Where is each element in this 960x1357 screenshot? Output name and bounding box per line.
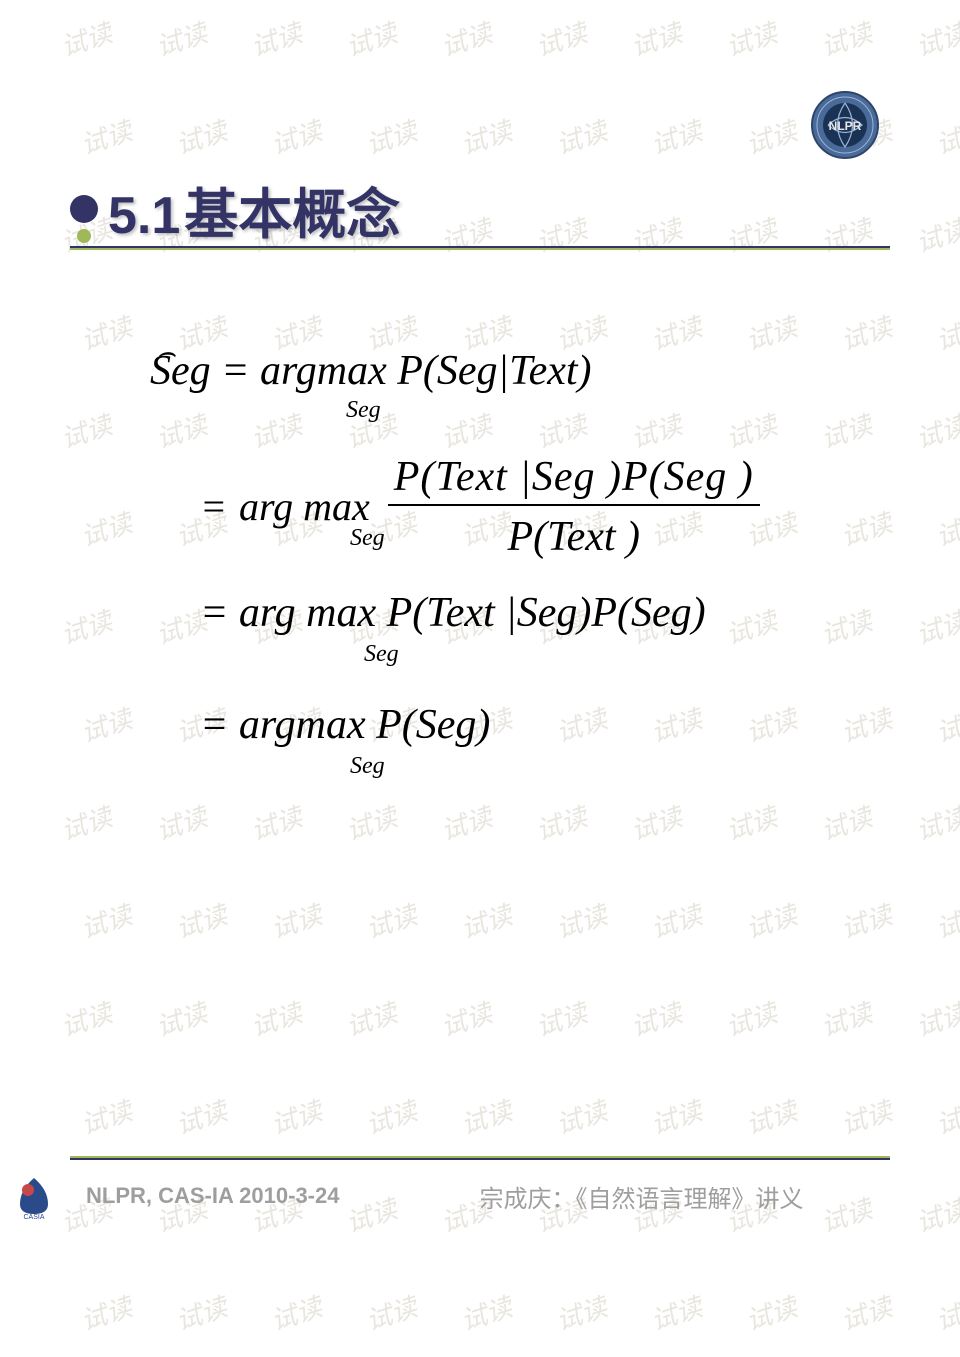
header-row: 5.1 基本概念 (70, 170, 890, 249)
slide-title: 5.1 基本概念 (108, 170, 400, 249)
nlpr-logo: NLPR (810, 90, 880, 160)
math-derivation: ⌢ Seg = argmax P(Seg|Text) Seg = arg max… (150, 350, 760, 778)
subscript-1: Seg (346, 398, 760, 422)
header-accent-dots (70, 195, 98, 243)
footer-rule (70, 1156, 890, 1160)
header-rule (70, 246, 890, 250)
title-number: 5.1 (108, 186, 180, 246)
subscript-2: Seg (350, 526, 760, 550)
footer-left: NLPR, CAS-IA 2010-3-24 (86, 1183, 339, 1209)
hat-symbol: ⌢ (156, 338, 176, 368)
eq-line4: = argmax P(Seg) (200, 704, 760, 746)
fraction-numerator: P(Text |Seg )P(Seg ) (388, 456, 760, 504)
title-text: 基本概念 (184, 170, 400, 249)
argmax-2: arg max (239, 487, 370, 527)
slide-container: NLPR 5.1 基本概念 ⌢ Seg = argmax P(Seg|Text)… (70, 70, 890, 1270)
footer-row: CASIA NLPR, CAS-IA 2010-3-24 宗成庆：《自然语言理解… (70, 1172, 890, 1220)
eq-sign-2: = (200, 487, 227, 527)
eq-line3: = arg max P(Text |Seg)P(Seg) (200, 592, 760, 634)
footer-right: 宗成庆：《自然语言理解》讲义 (479, 1179, 803, 1214)
eq-line1: Seg = argmax P(Seg|Text) (150, 348, 592, 394)
svg-text:NLPR: NLPR (829, 119, 862, 133)
casia-logo: CASIA (10, 1172, 58, 1220)
subscript-4: Seg (350, 754, 760, 778)
svg-text:CASIA: CASIA (23, 1214, 44, 1220)
subscript-3: Seg (364, 642, 760, 666)
